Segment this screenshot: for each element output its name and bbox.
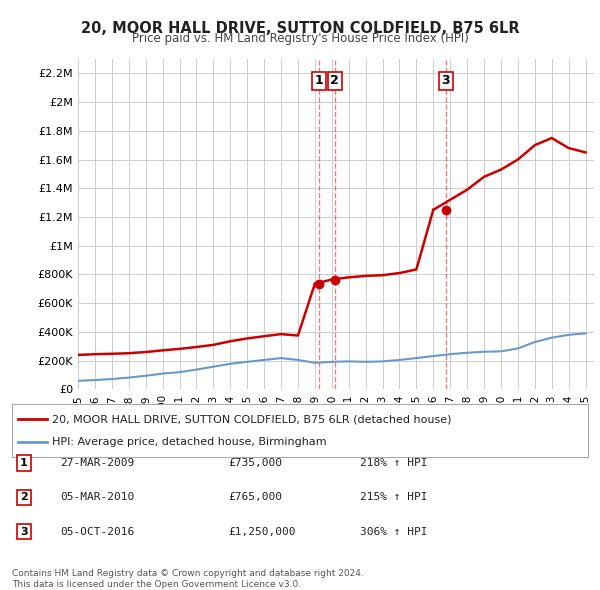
Text: 20, MOOR HALL DRIVE, SUTTON COLDFIELD, B75 6LR: 20, MOOR HALL DRIVE, SUTTON COLDFIELD, B… (80, 21, 520, 35)
Text: 3: 3 (20, 527, 28, 536)
Text: This data is licensed under the Open Government Licence v3.0.: This data is licensed under the Open Gov… (12, 579, 301, 589)
Text: 2: 2 (330, 74, 339, 87)
Text: 1: 1 (20, 458, 28, 468)
Text: 20, MOOR HALL DRIVE, SUTTON COLDFIELD, B75 6LR (detached house): 20, MOOR HALL DRIVE, SUTTON COLDFIELD, B… (52, 414, 452, 424)
Text: 27-MAR-2009: 27-MAR-2009 (60, 458, 134, 468)
Text: 215% ↑ HPI: 215% ↑ HPI (360, 493, 427, 502)
Text: 1: 1 (315, 74, 323, 87)
Text: Price paid vs. HM Land Registry's House Price Index (HPI): Price paid vs. HM Land Registry's House … (131, 32, 469, 45)
Text: 2: 2 (20, 493, 28, 502)
Text: Contains HM Land Registry data © Crown copyright and database right 2024.: Contains HM Land Registry data © Crown c… (12, 569, 364, 578)
Text: £735,000: £735,000 (228, 458, 282, 468)
Text: 3: 3 (442, 74, 450, 87)
Text: £765,000: £765,000 (228, 493, 282, 502)
Text: HPI: Average price, detached house, Birmingham: HPI: Average price, detached house, Birm… (52, 437, 327, 447)
Text: 306% ↑ HPI: 306% ↑ HPI (360, 527, 427, 536)
Text: 05-OCT-2016: 05-OCT-2016 (60, 527, 134, 536)
Text: £1,250,000: £1,250,000 (228, 527, 296, 536)
Text: 05-MAR-2010: 05-MAR-2010 (60, 493, 134, 502)
Text: 218% ↑ HPI: 218% ↑ HPI (360, 458, 427, 468)
